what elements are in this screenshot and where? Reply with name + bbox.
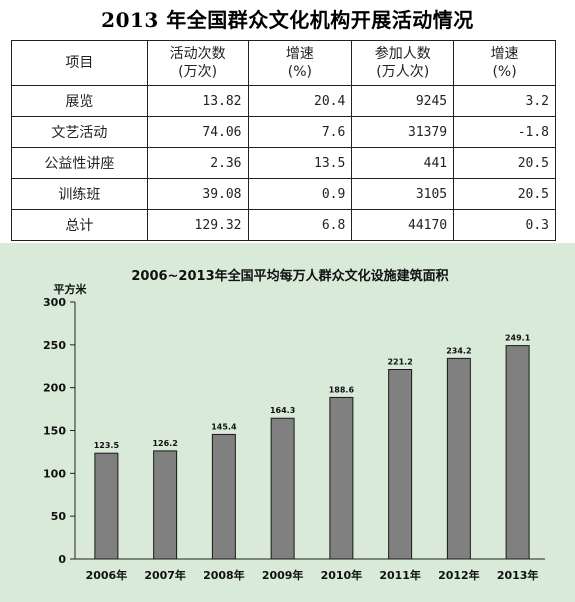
table-cell: 训练班	[11, 178, 148, 210]
table-cell: 2.36	[146, 147, 249, 179]
y-tick-label: 50	[51, 510, 67, 523]
table-cell: 44170	[351, 209, 455, 241]
bar-value-label: 234.2	[446, 346, 471, 355]
bar	[505, 345, 530, 560]
x-tick-label: 2008年	[203, 568, 245, 582]
table-cell: 6.8	[247, 209, 353, 241]
x-tick-label: 2012年	[438, 568, 480, 582]
table-row: 公益性讲座 2.36 13.5 441 20.5	[11, 147, 556, 179]
table-panel: 2013 年全国群众文化机构开展活动情况 项目 活动次数 (万次) 增速 (%) 参…	[0, 0, 575, 243]
bar	[153, 450, 178, 560]
table-row: 展览 13.82 20.4 9245 3.2	[11, 85, 556, 117]
bar-value-label: 188.6	[329, 385, 355, 394]
table-row: 文艺活动 74.06 7.6 31379 -1.8	[11, 116, 556, 148]
table-cell: 13.5	[247, 147, 353, 179]
table-cell: 20.5	[453, 147, 556, 179]
table-cell: -1.8	[453, 116, 556, 148]
table-cell: 3105	[351, 178, 455, 210]
table-cell: 20.5	[453, 178, 556, 210]
y-axis-label: 平方米	[54, 282, 88, 296]
table-row: 总计 129.32 6.8 44170 0.3	[11, 209, 556, 241]
table-cell: 公益性讲座	[11, 147, 148, 179]
table-cell: 0.9	[247, 178, 353, 210]
table-title: 2013 年全国群众文化机构开展活动情况	[101, 8, 474, 32]
bar	[270, 417, 295, 560]
bar	[446, 357, 471, 560]
x-tick-label: 2013年	[497, 568, 539, 582]
y-tick-label: 300	[43, 296, 66, 309]
x-tick-label: 2009年	[262, 568, 304, 582]
header-item: 项目	[11, 40, 148, 86]
bar-chart: 2006~2013年全国平均每万人群众文化设施建筑面积 平方米 0 50 100 15…	[43, 268, 545, 582]
bar-value-label: 126.2	[152, 439, 177, 448]
chart-title: 2006~2013年全国平均每万人群众文化设施建筑面积	[131, 268, 448, 284]
bar-value-label: 249.1	[505, 334, 531, 343]
x-tick-label: 2006年	[86, 568, 128, 582]
x-tick-label: 2007年	[144, 568, 186, 582]
bar	[211, 433, 236, 560]
activity-table: 项目 活动次数 (万次) 增速 (%) 参加人数 (万人次) 增速 (%) 展览 13.…	[11, 40, 556, 241]
y-tick-label: 250	[43, 339, 66, 352]
y-tick-label: 150	[43, 425, 66, 438]
table-cell: 441	[351, 147, 455, 179]
header-activity-growth: 增速 (%)	[247, 40, 353, 86]
table-cell: 13.82	[146, 85, 249, 117]
table-cell: 0.3	[453, 209, 556, 241]
table-cell: 文艺活动	[11, 116, 148, 148]
table-cell: 3.2	[453, 85, 556, 117]
table-header-row: 项目 活动次数 (万次) 增速 (%) 参加人数 (万人次) 增速 (%)	[11, 40, 556, 86]
bar-value-label: 164.3	[270, 406, 295, 415]
table-cell: 20.4	[247, 85, 353, 117]
x-tick-label: 2010年	[321, 568, 363, 582]
table-cell: 39.08	[146, 178, 249, 210]
y-tick-label: 0	[58, 553, 66, 566]
table-cell: 展览	[11, 85, 148, 117]
bar	[94, 452, 119, 560]
bar	[329, 396, 354, 560]
table-row: 训练班 39.08 0.9 3105 20.5	[11, 178, 556, 210]
chart-panel: 2006~2013年全国平均每万人群众文化设施建筑面积 平方米 0 50 100 15…	[0, 243, 575, 602]
table-cell: 129.32	[146, 209, 249, 241]
table-cell: 31379	[351, 116, 455, 148]
y-tick-label: 200	[43, 382, 66, 395]
header-participants: 参加人数 (万人次)	[351, 40, 455, 86]
bar-value-label: 123.5	[94, 441, 120, 450]
bar	[388, 369, 413, 560]
y-tick-label: 100	[43, 467, 66, 480]
bar-value-label: 145.4	[211, 422, 237, 431]
table-cell: 9245	[351, 85, 455, 117]
table-cell: 74.06	[146, 116, 249, 148]
x-tick-label: 2011年	[379, 568, 421, 582]
table-cell: 7.6	[247, 116, 353, 148]
plot-area: 0 50 100 150 200 250 300 123.5 2006年 126.2 2007年 14…	[43, 296, 545, 582]
header-participant-growth: 增速 (%)	[453, 40, 556, 86]
bar-value-label: 221.2	[387, 358, 412, 367]
header-activity-count: 活动次数 (万次)	[146, 40, 249, 86]
table-cell: 总计	[11, 209, 148, 241]
